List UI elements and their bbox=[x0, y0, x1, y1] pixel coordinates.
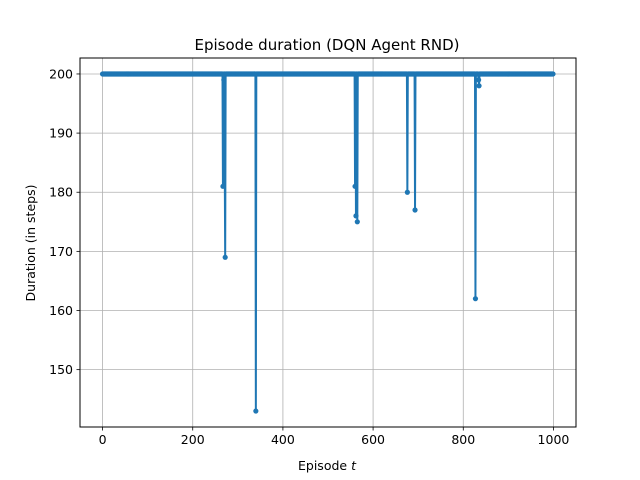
y-tick-label: 200 bbox=[49, 66, 73, 81]
data-series bbox=[99, 71, 556, 414]
y-axis-ticks: 150 160 170 180 190 200 bbox=[49, 66, 80, 377]
data-point bbox=[550, 71, 556, 77]
y-tick-label: 180 bbox=[49, 185, 73, 200]
x-tick-label: 600 bbox=[361, 432, 385, 447]
x-tick-label: 800 bbox=[451, 432, 475, 447]
x-tick-label: 1000 bbox=[538, 432, 570, 447]
data-point bbox=[253, 408, 259, 414]
chart-title: Episode duration (DQN Agent RND) bbox=[195, 36, 460, 54]
x-axis-label-variable: t bbox=[351, 458, 357, 473]
x-axis-ticks: 0 200 400 600 800 1000 bbox=[99, 427, 570, 447]
y-tick-label: 150 bbox=[49, 362, 73, 377]
x-axis-label: Episode t bbox=[298, 458, 357, 473]
data-point bbox=[352, 183, 358, 189]
x-tick-label: 200 bbox=[181, 432, 205, 447]
x-tick-label: 400 bbox=[271, 432, 295, 447]
data-point bbox=[476, 83, 482, 89]
plot-frame bbox=[79, 57, 577, 428]
data-point bbox=[404, 189, 410, 195]
series-line bbox=[102, 72, 553, 413]
y-tick-label: 190 bbox=[49, 126, 73, 141]
x-tick-label: 0 bbox=[99, 432, 107, 447]
data-point bbox=[222, 254, 228, 260]
data-point bbox=[476, 77, 482, 83]
y-tick-label: 160 bbox=[49, 303, 73, 318]
data-point bbox=[353, 213, 359, 219]
x-axis-label-text: Episode bbox=[298, 458, 347, 473]
y-axis-label: Duration (in steps) bbox=[23, 185, 38, 302]
data-point bbox=[412, 207, 418, 213]
data-point bbox=[220, 183, 226, 189]
y-tick-label: 170 bbox=[49, 244, 73, 259]
data-point bbox=[354, 219, 360, 225]
data-point bbox=[472, 296, 479, 302]
grid bbox=[80, 58, 576, 427]
data-point bbox=[221, 77, 227, 83]
